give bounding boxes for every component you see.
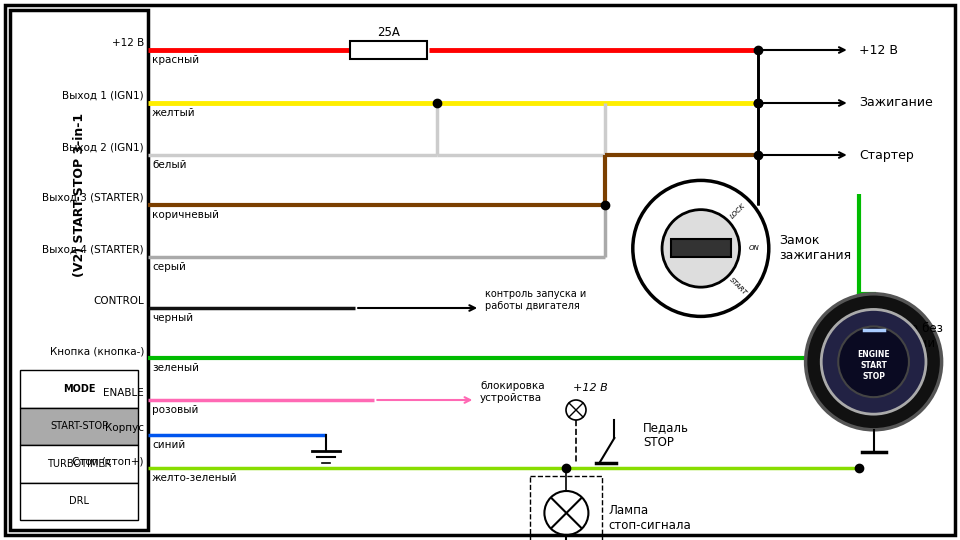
Text: +12 В: +12 В (111, 38, 144, 48)
Bar (350, 41, 427, 59)
Text: +12 В: +12 В (573, 383, 608, 393)
Text: красный: красный (152, 55, 199, 65)
Bar (530, 476, 603, 540)
Text: Выход 2 (IGN1): Выход 2 (IGN1) (62, 143, 144, 153)
Bar (671, 239, 731, 258)
Text: ENGINE
START
STOP: ENGINE START STOP (857, 350, 890, 381)
Bar (20, 408, 138, 445)
Circle shape (566, 400, 586, 420)
Text: Зажигание: Зажигание (859, 97, 933, 110)
Text: серый: серый (152, 262, 186, 272)
Text: +12 В: +12 В (859, 44, 899, 57)
Text: Замок
зажигания: Замок зажигания (779, 234, 851, 262)
Text: Кнопка (кнопка-): Кнопка (кнопка-) (50, 346, 144, 356)
Circle shape (805, 294, 942, 430)
Text: белый: белый (152, 160, 186, 170)
Text: Выход 1 (IGN1): Выход 1 (IGN1) (62, 91, 144, 101)
Text: розовый: розовый (152, 405, 199, 415)
Text: Выход 3 (STARTER): Выход 3 (STARTER) (42, 193, 144, 203)
Text: желтый: желтый (152, 108, 196, 118)
Text: (V2) START-STOP 3-in-1: (V2) START-STOP 3-in-1 (73, 112, 85, 276)
Text: синий: синий (152, 440, 185, 450)
Text: коричневый: коричневый (152, 210, 219, 220)
Text: контроль запуска и
работы двигателя: контроль запуска и работы двигателя (485, 289, 586, 311)
Text: желто-зеленый: желто-зеленый (152, 473, 238, 483)
Text: блокировка
устройства: блокировка устройства (480, 381, 544, 403)
Circle shape (662, 210, 739, 287)
Text: START: START (729, 276, 748, 296)
Bar (20, 370, 138, 408)
Text: зеленый: зеленый (152, 363, 199, 373)
Bar (20, 483, 138, 520)
Text: MODE: MODE (62, 384, 95, 394)
Text: Стоп (стоп+): Стоп (стоп+) (73, 456, 144, 466)
Circle shape (633, 180, 769, 316)
Text: Педаль
STOP: Педаль STOP (643, 421, 689, 449)
Text: LOCK: LOCK (730, 202, 747, 220)
Text: START-STOP: START-STOP (50, 421, 108, 431)
Circle shape (544, 491, 588, 535)
Text: ON: ON (749, 245, 759, 252)
Text: TURBOTIMER: TURBOTIMER (47, 459, 111, 469)
Bar (10, 10, 148, 530)
Text: CONTROL: CONTROL (93, 296, 144, 306)
Text: DRL: DRL (69, 496, 89, 507)
Text: Лампа
стоп-сигнала: Лампа стоп-сигнала (609, 504, 691, 532)
Text: Стартер: Стартер (859, 148, 914, 161)
Text: Корпус: Корпус (105, 423, 144, 433)
Text: кнопка без
фиксации: кнопка без фиксации (874, 322, 943, 350)
Text: Выход 4 (STARTER): Выход 4 (STARTER) (42, 245, 144, 255)
Text: черный: черный (152, 313, 193, 323)
Bar (20, 445, 138, 483)
Text: ENABLE: ENABLE (104, 388, 144, 398)
Circle shape (838, 327, 909, 397)
Circle shape (821, 309, 926, 414)
Text: 25А: 25А (377, 25, 400, 38)
